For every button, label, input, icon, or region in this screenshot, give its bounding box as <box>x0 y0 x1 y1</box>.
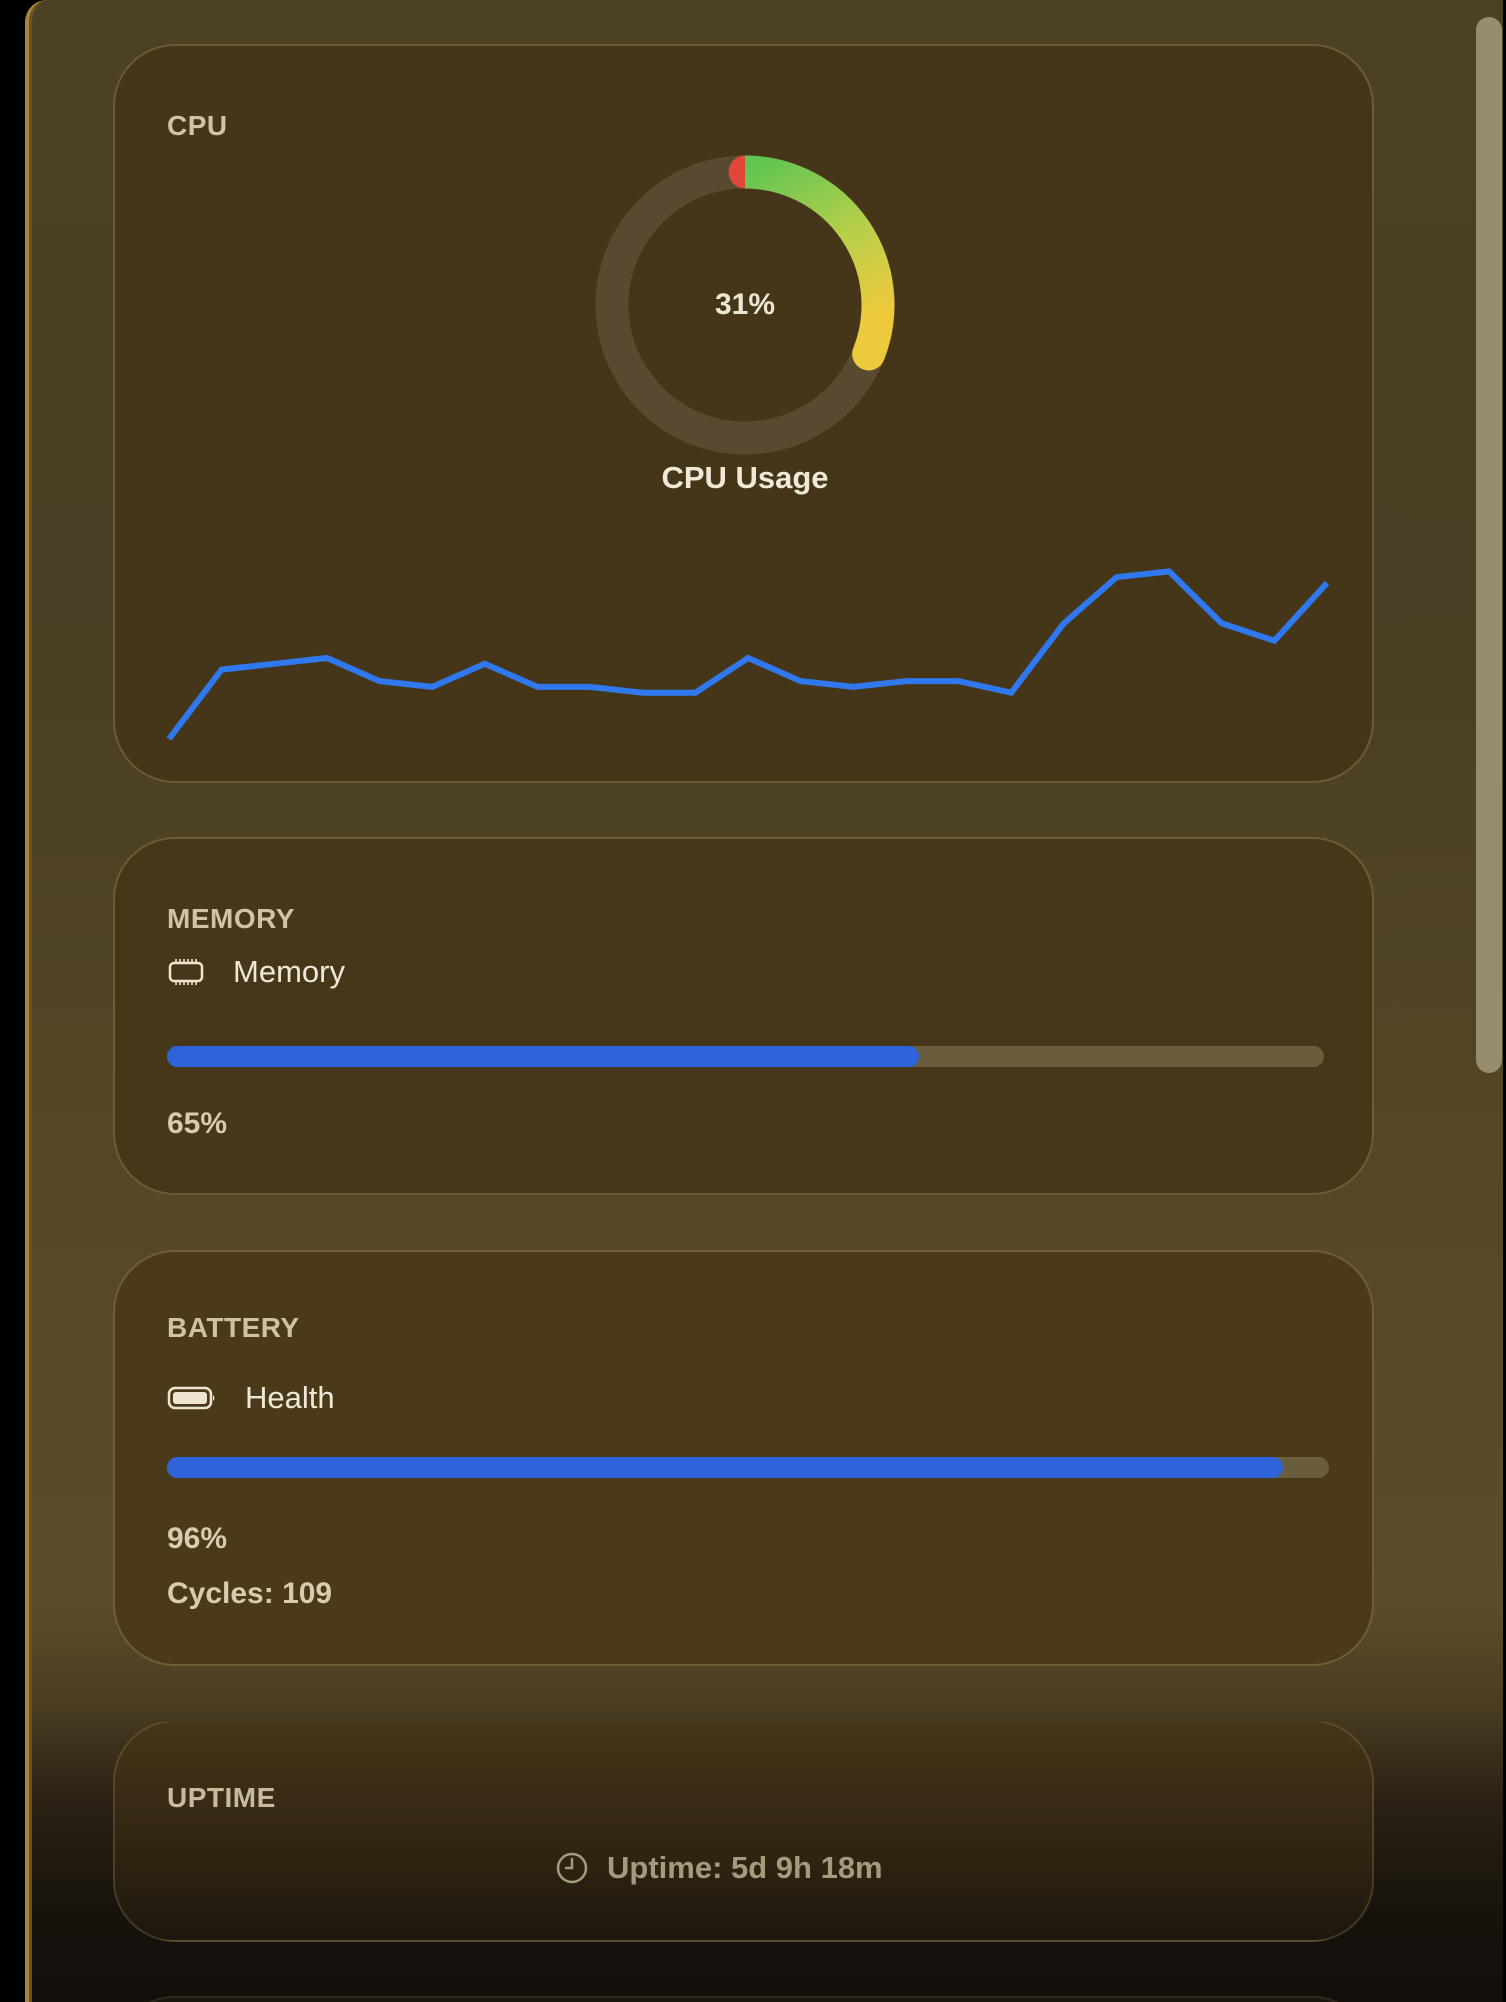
memory-progress-bar <box>167 1046 1324 1067</box>
cpu-gauge-label: CPU Usage <box>661 460 829 495</box>
memory-percent: 65% <box>167 1107 228 1140</box>
battery-icon <box>167 1385 217 1411</box>
battery-percent: 96% <box>167 1522 228 1555</box>
uptime-row: Uptime: 5d 9h 18m <box>555 1850 883 1886</box>
memory-label: Memory <box>233 954 345 989</box>
clock-icon <box>555 1851 589 1885</box>
memory-progress-fill <box>167 1046 920 1067</box>
uptime-card: UPTIME Uptime: 5d 9h 18m <box>113 1720 1374 1942</box>
battery-cycles: Cycles: 109 <box>167 1577 333 1610</box>
scrollbar-thumb[interactable] <box>1476 17 1502 1073</box>
cpu-history-chart <box>166 568 1330 741</box>
battery-progress-bar <box>167 1457 1329 1478</box>
battery-health-row: Health <box>167 1380 335 1416</box>
memory-section-title: MEMORY <box>167 903 295 934</box>
battery-card: BATTERY Health 96% Cycles: 109 <box>113 1250 1374 1666</box>
battery-health-label: Health <box>245 1380 335 1415</box>
cpu-section-title: CPU <box>167 110 228 141</box>
cpu-history-line <box>166 568 1330 741</box>
memory-row: Memory <box>167 954 345 990</box>
cpu-gauge-value: 31% <box>714 288 776 321</box>
next-card <box>113 1996 1374 2002</box>
uptime-section-title: UPTIME <box>167 1782 276 1813</box>
battery-progress-fill <box>167 1457 1283 1478</box>
memory-chip-icon <box>167 957 205 987</box>
gauge-start-cap <box>728 155 745 189</box>
memory-card: MEMORY Memory 65% <box>113 837 1374 1195</box>
app-window: CPU 31% CPU Usage MEMORY <box>25 0 1503 2002</box>
battery-section-title: BATTERY <box>167 1312 300 1343</box>
cpu-gauge <box>595 155 895 455</box>
uptime-text: Uptime: 5d 9h 18m <box>607 1850 883 1885</box>
cpu-card: CPU 31% CPU Usage <box>113 44 1374 783</box>
gauge-arc <box>729 155 895 371</box>
